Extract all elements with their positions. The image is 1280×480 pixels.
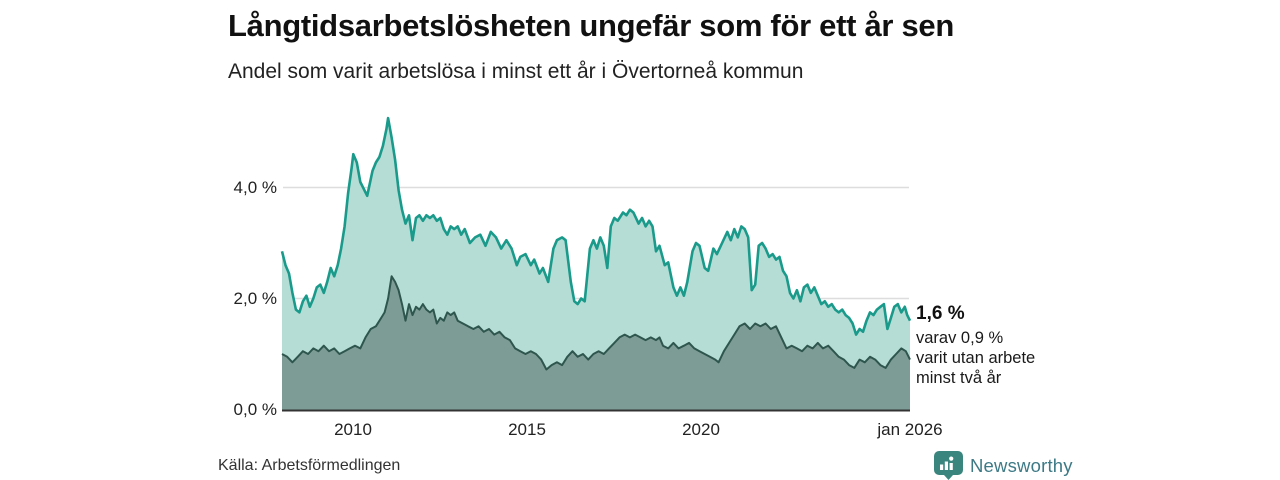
- brand-wordmark: Newsworthy: [970, 454, 1073, 476]
- annotation-line-2: varit utan arbete: [916, 349, 1036, 367]
- y-axis-tick-2: 2,0 %: [233, 289, 277, 308]
- x-axis-tick-2010: 2010: [334, 420, 372, 439]
- x-axis-tick-2020: 2020: [682, 420, 720, 439]
- y-axis-tick-0: 0,0 %: [233, 400, 277, 419]
- latest-value-detail: varav 0,9 % varit utan arbete minst två …: [916, 328, 1035, 388]
- source-note: Källa: Arbetsförmedlingen: [218, 457, 401, 474]
- newsworthy-logo: Newsworthy: [934, 451, 1073, 480]
- bar-chart-bubble-icon: [934, 451, 963, 480]
- x-axis-tick-2015: 2015: [508, 420, 546, 439]
- x-axis-tick-jan-2026: jan 2026: [877, 420, 943, 439]
- latest-value-label: 1,6 %: [916, 303, 965, 324]
- annotation-line-1: varav 0,9 %: [916, 329, 1004, 347]
- chart-subtitle: Andel som varit arbetslösa i minst ett å…: [228, 60, 804, 83]
- y-axis-tick-4: 4,0 %: [233, 178, 277, 197]
- annotation-line-3: minst två år: [916, 369, 1002, 387]
- page-title: Långtidsarbetslösheten ungefär som för e…: [228, 8, 955, 43]
